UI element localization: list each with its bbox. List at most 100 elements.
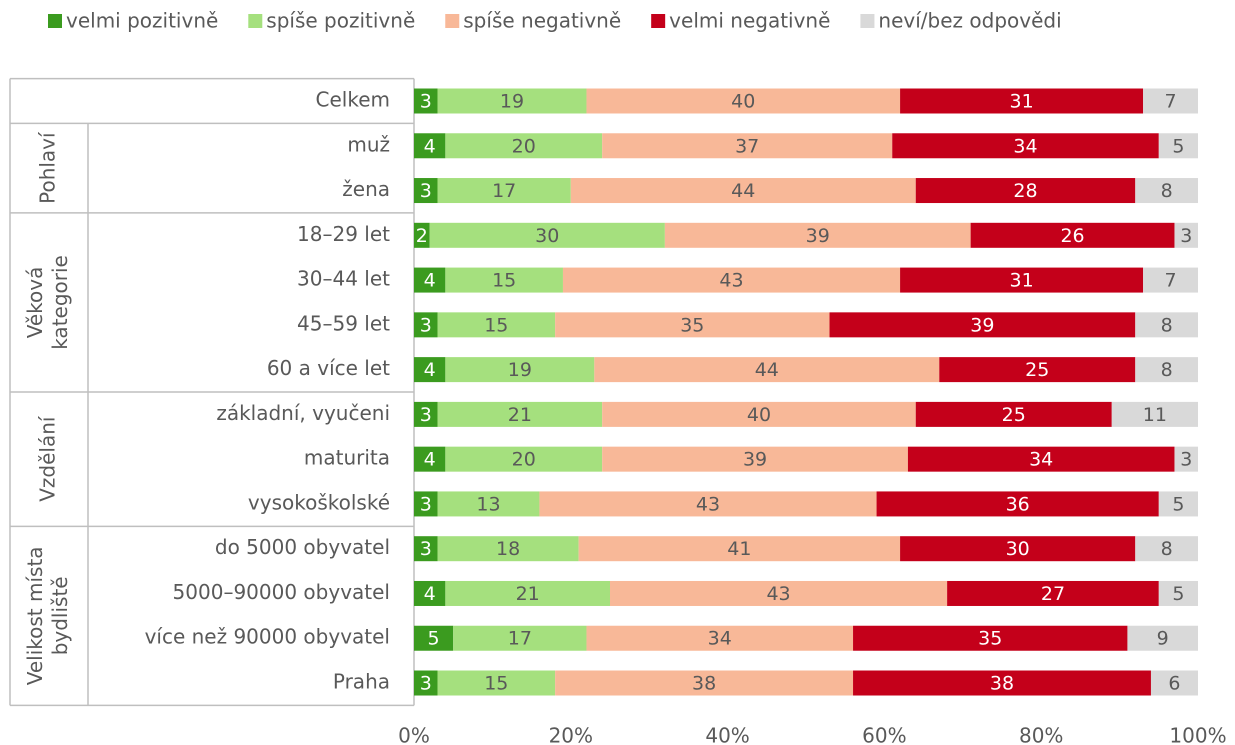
bar-segment — [853, 670, 1151, 696]
value-label: 19 — [508, 359, 532, 381]
value-label: 20 — [512, 135, 536, 157]
bar-segment — [1135, 536, 1198, 562]
category-label: více než 90000 obyvatel — [145, 625, 390, 649]
bar-segment — [970, 222, 1175, 248]
legend-label: velmi negativně — [669, 9, 830, 33]
bar-segment — [1174, 222, 1198, 248]
value-label: 43 — [696, 493, 720, 515]
value-label: 4 — [424, 135, 436, 157]
value-label: 8 — [1161, 314, 1173, 336]
value-label: 13 — [476, 493, 500, 515]
category-label: vysokoškolské — [248, 490, 390, 514]
category-label: 5000–90000 obyvatel — [173, 580, 390, 604]
bar-segment — [570, 178, 916, 204]
bar-segment — [562, 267, 901, 293]
bar-segment — [829, 312, 1136, 338]
value-label: 36 — [1006, 493, 1030, 515]
x-tick-label: 100% — [1169, 724, 1226, 745]
bar-segment — [414, 536, 438, 562]
bar-segment — [578, 536, 901, 562]
group-label: Velikost místa — [23, 546, 47, 685]
legend-label: velmi pozitivně — [66, 9, 218, 33]
value-label: 3 — [420, 673, 432, 695]
bar-segment — [915, 401, 1112, 427]
value-label: 15 — [484, 314, 508, 336]
group-label: bydliště — [48, 576, 72, 655]
bar-segment — [437, 178, 571, 204]
group-label: kategorie — [48, 255, 72, 350]
bar-segment — [437, 491, 540, 517]
bar-segment — [539, 491, 877, 517]
value-label: 3 — [420, 91, 432, 113]
value-label: 38 — [990, 673, 1014, 695]
category-label: žena — [342, 177, 390, 201]
bar-segment — [1127, 625, 1198, 651]
value-label: 43 — [719, 270, 743, 292]
legend-swatch — [248, 14, 263, 28]
bar-segment — [876, 491, 1159, 517]
bar-segment — [555, 312, 830, 338]
legend-label: neví/bez odpovědi — [878, 9, 1061, 33]
bar-segment — [445, 446, 603, 472]
group-label: Věková — [23, 267, 47, 339]
value-label: 3 — [1180, 449, 1192, 471]
value-label: 5 — [1172, 493, 1184, 515]
value-label: 4 — [424, 583, 436, 605]
value-label: 3 — [420, 314, 432, 336]
bar-segment — [437, 401, 603, 427]
bar-segment — [915, 178, 1136, 204]
value-label: 30 — [535, 225, 559, 247]
bar-segment — [602, 133, 893, 159]
bar-segment — [892, 133, 1159, 159]
bar-segment — [453, 625, 587, 651]
bar-segment — [414, 580, 446, 606]
bar-segment — [1174, 446, 1198, 472]
value-label: 5 — [428, 628, 440, 650]
category-label: maturita — [304, 446, 390, 470]
value-label: 3 — [420, 180, 432, 202]
legend-label: spíše negativně — [463, 9, 621, 33]
value-label: 7 — [1165, 91, 1177, 113]
bar-segment — [445, 580, 610, 606]
category-label: základní, vyučeni — [216, 401, 390, 425]
bar-segment — [414, 401, 438, 427]
value-label: 31 — [1010, 91, 1034, 113]
bar-segment — [586, 625, 854, 651]
x-tick-label: 20% — [549, 724, 593, 745]
value-label: 20 — [512, 449, 536, 471]
value-label: 3 — [1180, 225, 1192, 247]
x-tick-label: 40% — [705, 724, 749, 745]
value-label: 15 — [484, 673, 508, 695]
bar-segment — [1135, 178, 1198, 204]
value-label: 3 — [420, 404, 432, 426]
bar-segment — [445, 357, 595, 383]
bar-segment — [414, 312, 438, 338]
value-label: 40 — [731, 91, 755, 113]
value-label: 34 — [1029, 449, 1053, 471]
bar-segment — [594, 357, 940, 383]
value-label: 9 — [1157, 628, 1169, 650]
category-label: 45–59 let — [297, 311, 390, 335]
value-label: 5 — [1172, 135, 1184, 157]
bar-segment — [414, 133, 446, 159]
value-label: 3 — [420, 538, 432, 560]
value-label: 4 — [424, 359, 436, 381]
bar-segment — [414, 357, 446, 383]
bar-segment — [900, 267, 1144, 293]
category-label: 30–44 let — [297, 267, 390, 291]
bar-segment — [414, 267, 446, 293]
bar-segment — [853, 625, 1128, 651]
value-label: 21 — [508, 404, 532, 426]
value-label: 39 — [970, 314, 994, 336]
bar-segment — [445, 133, 603, 159]
bar-segment — [437, 670, 556, 696]
bar-segment — [1111, 401, 1198, 427]
group-label: Pohlaví — [36, 131, 60, 204]
value-label: 18 — [496, 538, 520, 560]
bar-segment — [602, 401, 916, 427]
value-label: 8 — [1161, 180, 1173, 202]
value-label: 8 — [1161, 359, 1173, 381]
value-label: 44 — [755, 359, 779, 381]
bar-segment — [414, 178, 438, 204]
bar-segment — [414, 222, 430, 248]
